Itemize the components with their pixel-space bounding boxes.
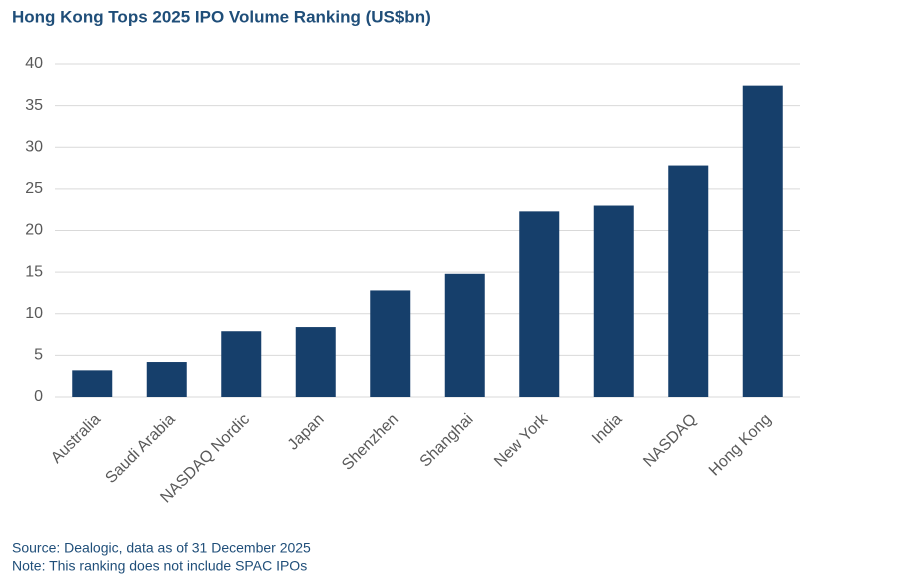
chart-title: Hong Kong Tops 2025 IPO Volume Ranking (… (12, 7, 431, 26)
x-tick-label: New York (491, 410, 552, 471)
bar (295, 327, 336, 397)
bar (72, 370, 113, 397)
footnote: Note: This ranking does not include SPAC… (12, 558, 307, 574)
y-tick-label: 10 (25, 305, 43, 322)
y-tick-label: 35 (25, 97, 43, 114)
x-tick-label: Australia (48, 411, 104, 467)
bar (742, 85, 783, 398)
source-note: Source: Dealogic, data as of 31 December… (12, 540, 311, 556)
y-tick-label: 40 (25, 55, 43, 72)
y-tick-label: 15 (25, 263, 43, 280)
x-tick-label: Hong Kong (706, 411, 775, 480)
x-tick-label: Saudi Arabia (102, 411, 178, 487)
y-tick-label: 25 (25, 180, 43, 197)
bar (668, 165, 709, 397)
y-tick-label: 20 (25, 222, 43, 239)
bar (370, 290, 411, 397)
bar (519, 211, 560, 397)
y-tick-label: 0 (34, 388, 43, 405)
x-tick-label: Japan (285, 411, 328, 454)
x-tick-label: NASDAQ (640, 411, 700, 471)
x-tick-label: Shanghai (417, 411, 477, 471)
bar (221, 331, 262, 397)
bar (444, 273, 485, 397)
bar (593, 205, 634, 397)
x-tick-label: India (589, 411, 626, 448)
x-tick-label: Shenzhen (339, 411, 402, 474)
y-tick-label: 5 (34, 347, 43, 364)
bar (146, 362, 187, 397)
y-tick-label: 30 (25, 138, 43, 155)
